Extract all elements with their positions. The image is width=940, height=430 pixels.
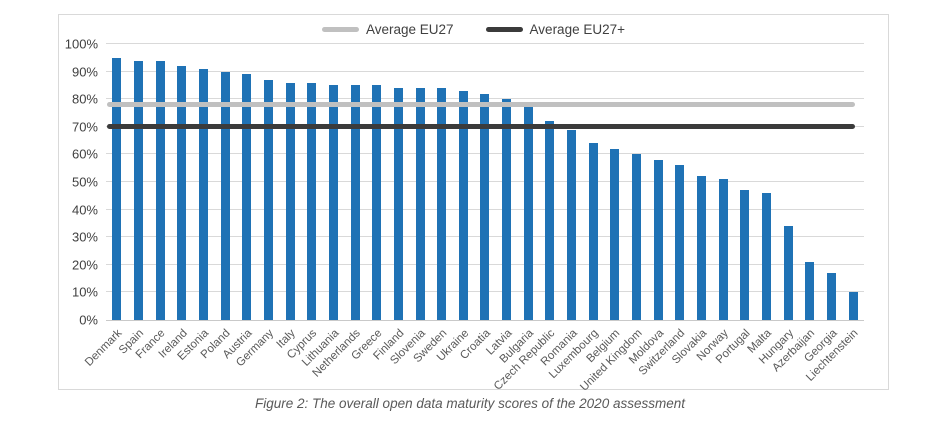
- y-axis-label-40: 40%: [71, 202, 98, 218]
- bar-united-kingdom: [632, 154, 642, 320]
- bar-belgium: [610, 148, 620, 320]
- bar-sweden: [437, 88, 447, 320]
- gridline-90: [106, 70, 864, 72]
- bar-liechtenstein: [848, 292, 858, 320]
- bar-austria: [242, 74, 252, 320]
- bar-slot-moldova: Moldova: [627, 44, 669, 367]
- bar-slot-spain: Spain: [117, 44, 150, 357]
- bar-slot-norway: Norway: [695, 44, 734, 363]
- bar-slot-ireland: Ireland: [156, 44, 193, 361]
- bar-slot-italy: Italy: [274, 44, 301, 351]
- bar-slot-finland: Finland: [371, 44, 410, 362]
- bar-slovenia: [415, 88, 425, 320]
- bar-slot-georgia: Georgia: [802, 44, 843, 365]
- bar-slot-greece: Greece: [349, 44, 388, 362]
- bar-hungary: [783, 226, 793, 320]
- bar-slot-czech-republic: Czech Republic: [492, 44, 561, 393]
- bar-romania: [567, 129, 577, 320]
- legend-label-eu27: Average EU27: [365, 22, 454, 37]
- bar-slot-belgium: Belgium: [585, 44, 626, 365]
- y-axis-label-100: 100%: [64, 36, 98, 52]
- bar-italy: [285, 82, 295, 320]
- bar-slot-liechtenstein: Liechtenstein: [805, 44, 864, 384]
- bar-slot-bulgaria: Bulgaria: [498, 44, 539, 366]
- bar-slot-hungary: Hungary: [757, 44, 799, 367]
- bar-slot-estonia: Estonia: [176, 44, 215, 363]
- bar-ukraine: [458, 90, 468, 320]
- y-axis-label-50: 50%: [71, 174, 98, 190]
- bar-slot-latvia: Latvia: [484, 44, 518, 357]
- bar-finland: [393, 88, 403, 320]
- bar-slovakia: [697, 176, 707, 320]
- bar-slot-sweden: Sweden: [412, 44, 453, 365]
- legend-label-eu27plus: Average EU27+: [529, 22, 625, 37]
- bar-slot-slovakia: Slovakia: [670, 44, 713, 367]
- bar-moldova: [653, 159, 663, 320]
- figure-caption: Figure 2: The overall open data maturity…: [255, 396, 685, 411]
- legend-item-average-eu27: Average EU27: [321, 22, 454, 37]
- bar-slot-germany: Germany: [234, 44, 280, 369]
- bar-spain: [133, 60, 143, 320]
- bar-estonia: [198, 68, 208, 320]
- y-axis-label-60: 60%: [71, 146, 98, 162]
- bar-slot-cyprus: Cyprus: [285, 44, 323, 362]
- bar-slot-lithuania: Lithuania: [300, 44, 345, 369]
- y-axis-label-80: 80%: [71, 91, 98, 107]
- bar-latvia: [502, 99, 512, 320]
- bar-switzerland: [675, 165, 685, 320]
- bar-bulgaria: [523, 107, 533, 320]
- y-axis-label-90: 90%: [71, 64, 98, 80]
- bar-slot-slovenia: Slovenia: [388, 44, 431, 367]
- reference-line-average-eu27: [107, 101, 855, 107]
- bar-czech-republic: [545, 121, 555, 320]
- bar-slot-united-kingdom: United Kingdom: [578, 44, 648, 394]
- bars-container: Denmark Spain France Ireland Estonia Poland Au…: [83, 44, 864, 394]
- bar-france: [155, 60, 165, 320]
- bar-norway: [718, 179, 728, 320]
- bar-chart: Average EU27 Average EU27+ 0% 10% 20% 30% 40…: [58, 14, 889, 394]
- bar-portugal: [740, 190, 750, 320]
- bar-slot-denmark: Denmark: [83, 44, 128, 369]
- bar-slot-azerbaijan: Azerbaijan: [771, 44, 821, 374]
- bar-slot-france: France: [134, 44, 171, 361]
- bar-slot-austria: Austria: [221, 44, 258, 361]
- chart-legend: Average EU27 Average EU27+: [59, 22, 888, 37]
- bar-greece: [372, 85, 382, 320]
- bar-slot-portugal: Portugal: [714, 44, 756, 366]
- legend-item-average-eu27plus: Average EU27+: [485, 22, 625, 37]
- bar-slot-switzerland: Switzerland: [637, 44, 691, 378]
- bar-georgia: [826, 273, 836, 320]
- bar-malta: [762, 193, 772, 320]
- reference-line-average-eu27-: [107, 123, 855, 129]
- bar-poland: [220, 71, 230, 320]
- bar-ireland: [177, 66, 187, 320]
- y-axis-label-70: 70%: [71, 119, 98, 135]
- bar-luxembourg: [588, 143, 598, 320]
- bar-slot-luxembourg: Luxembourg: [547, 44, 604, 381]
- y-axis-label-30: 30%: [71, 229, 98, 245]
- bar-azerbaijan: [805, 262, 815, 320]
- bar-croatia: [480, 93, 490, 320]
- bar-slot-malta: Malta: [746, 44, 778, 356]
- bar-slot-ukraine: Ukraine: [435, 44, 475, 364]
- bar-netherlands: [350, 85, 360, 320]
- plot-area: 0% 10% 20% 30% 40% 50% 60% 70% 80% 90% 100% Denmark…: [65, 38, 864, 394]
- y-axis-label-0: 0%: [79, 312, 98, 328]
- y-axis-label-10: 10%: [71, 284, 98, 300]
- bar-slot-romania: Romania: [538, 44, 583, 368]
- bar-denmark: [112, 57, 122, 320]
- legend-line-swatch-eu27: [321, 27, 359, 32]
- bar-slot-netherlands: Netherlands: [310, 44, 366, 380]
- bar-slot-croatia: Croatia: [458, 44, 496, 362]
- bar-cyprus: [307, 82, 317, 320]
- bar-germany: [263, 79, 273, 320]
- bar-lithuania: [328, 85, 338, 320]
- y-axis-label-20: 20%: [71, 257, 98, 273]
- bar-slot-poland: Poland: [199, 44, 236, 361]
- gridline-100: [106, 43, 864, 44]
- legend-line-swatch-eu27plus: [485, 27, 523, 32]
